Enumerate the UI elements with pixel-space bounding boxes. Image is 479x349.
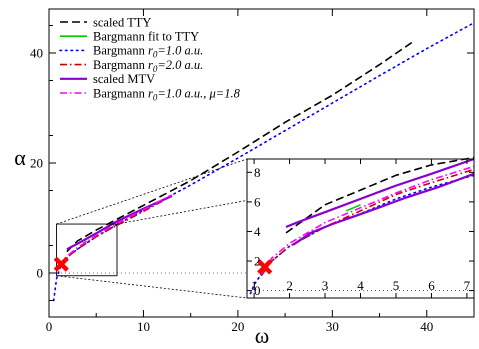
inset-background: [247, 159, 474, 298]
series-line-5: [59, 194, 173, 268]
inset-x-tick-label-3: 3: [322, 278, 329, 293]
x-tick-label-0: 0: [46, 319, 53, 334]
inset-y-tick-label-2: 2: [254, 254, 261, 269]
main-marker-red-cross-0-stroke-b: [53, 256, 69, 272]
inset-series-line-3: [260, 168, 475, 277]
inset-series-line-4: [285, 157, 475, 229]
inset-ticks: 1 2 3 4 5 6 7 0 2 4 6 8: [247, 159, 474, 298]
inset-x-tick-label-1: 1: [251, 278, 258, 293]
inset-markers: [257, 259, 273, 275]
inset-series-line-0: [285, 156, 475, 234]
x-tick-label-20: 20: [231, 319, 244, 334]
legend-entry-1: Bargmann fit to TTY: [60, 30, 199, 44]
legend-entry-2: Bargmann r0=1.0 a.u.: [59, 44, 203, 60]
inset-x-tick-label-6: 6: [428, 278, 435, 293]
series-line-3: [59, 195, 173, 268]
inset-x-tick-label-4: 4: [357, 278, 364, 293]
legend-label-1: Bargmann fit to TTY: [93, 30, 199, 44]
legend-entry-4: scaled MTV: [60, 72, 155, 86]
inset-y-tick-label-8: 8: [254, 165, 261, 180]
inset-series-line-1: [345, 204, 361, 212]
y-tick-label-0: 0: [37, 266, 44, 281]
inset-y-tick-label-4: 4: [254, 224, 261, 239]
y-tick-label-20: 20: [30, 156, 43, 171]
inset-marker-red-cross-0-stroke-b: [257, 259, 273, 275]
legend-label-4: scaled MTV: [93, 72, 155, 86]
x-tick-label-10: 10: [137, 319, 150, 334]
inset-series-line-6: [292, 172, 475, 246]
inset-y-tick-label-0: 0: [254, 283, 261, 298]
legend-entry-0: scaled TTY: [60, 15, 151, 29]
legend-label-0: scaled TTY: [93, 15, 151, 29]
legend-label-3: Bargmann r0=2.0 a.u.: [93, 58, 203, 74]
series-line-0: [66, 41, 414, 253]
inset-x-tick-label-7: 7: [464, 278, 471, 293]
x-axis-label: ω: [255, 323, 269, 348]
inset-series-group: [249, 156, 475, 295]
zoom-connector-bottom-left: [56, 275, 248, 299]
inset-y-tick-label-6: 6: [254, 194, 261, 209]
x-tick-label-30: 30: [326, 319, 339, 334]
x-tick-label-40: 40: [420, 319, 433, 334]
inset-x-tick-label-2: 2: [286, 278, 293, 293]
inset-marker-red-cross-0: [257, 259, 273, 275]
main-marker-red-cross-0: [53, 256, 69, 272]
main-markers: [53, 256, 69, 272]
y-axis-label: α: [14, 145, 26, 170]
zoom-connector-top-left: [56, 158, 248, 225]
inset-series-line-5: [260, 165, 475, 275]
zoom-rectangle: [56, 223, 118, 277]
y-tick-label-40: 40: [30, 46, 43, 61]
legend-label-2: Bargmann r0=1.0 a.u.: [93, 44, 203, 60]
inset-x-tick-label-5: 5: [393, 278, 400, 293]
legend-entry-3: Bargmann r0=2.0 a.u.: [60, 58, 203, 74]
legend-label-5: Bargmann r0=1.0 a.u., μ=1.8: [93, 86, 241, 102]
legend-entry-5: Bargmann r0=1.0 a.u., μ=1.8: [60, 86, 241, 102]
series-line-4: [66, 194, 173, 251]
